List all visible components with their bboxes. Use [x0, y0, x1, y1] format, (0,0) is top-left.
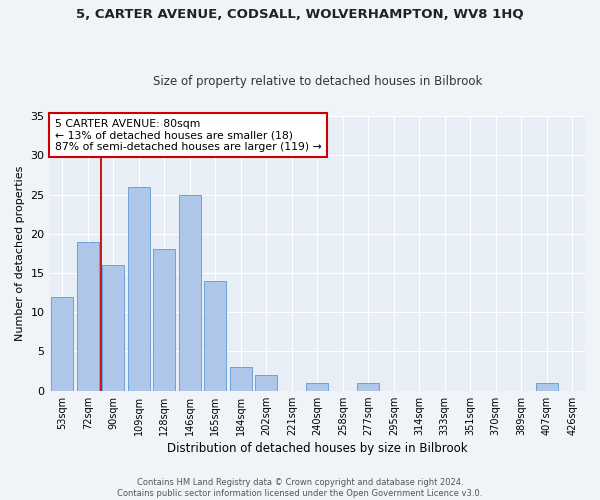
- Bar: [536, 383, 557, 390]
- Bar: [103, 265, 124, 390]
- Bar: [179, 194, 200, 390]
- Text: Contains HM Land Registry data © Crown copyright and database right 2024.
Contai: Contains HM Land Registry data © Crown c…: [118, 478, 482, 498]
- Bar: [205, 281, 226, 390]
- Bar: [52, 296, 73, 390]
- Bar: [307, 383, 328, 390]
- X-axis label: Distribution of detached houses by size in Bilbrook: Distribution of detached houses by size …: [167, 442, 467, 455]
- Y-axis label: Number of detached properties: Number of detached properties: [15, 166, 25, 341]
- Title: Size of property relative to detached houses in Bilbrook: Size of property relative to detached ho…: [152, 76, 482, 88]
- Bar: [128, 186, 149, 390]
- Text: 5 CARTER AVENUE: 80sqm
← 13% of detached houses are smaller (18)
87% of semi-det: 5 CARTER AVENUE: 80sqm ← 13% of detached…: [55, 119, 322, 152]
- Bar: [154, 250, 175, 390]
- Bar: [358, 383, 379, 390]
- Bar: [256, 375, 277, 390]
- Bar: [77, 242, 98, 390]
- Text: 5, CARTER AVENUE, CODSALL, WOLVERHAMPTON, WV8 1HQ: 5, CARTER AVENUE, CODSALL, WOLVERHAMPTON…: [76, 8, 524, 20]
- Bar: [230, 367, 251, 390]
